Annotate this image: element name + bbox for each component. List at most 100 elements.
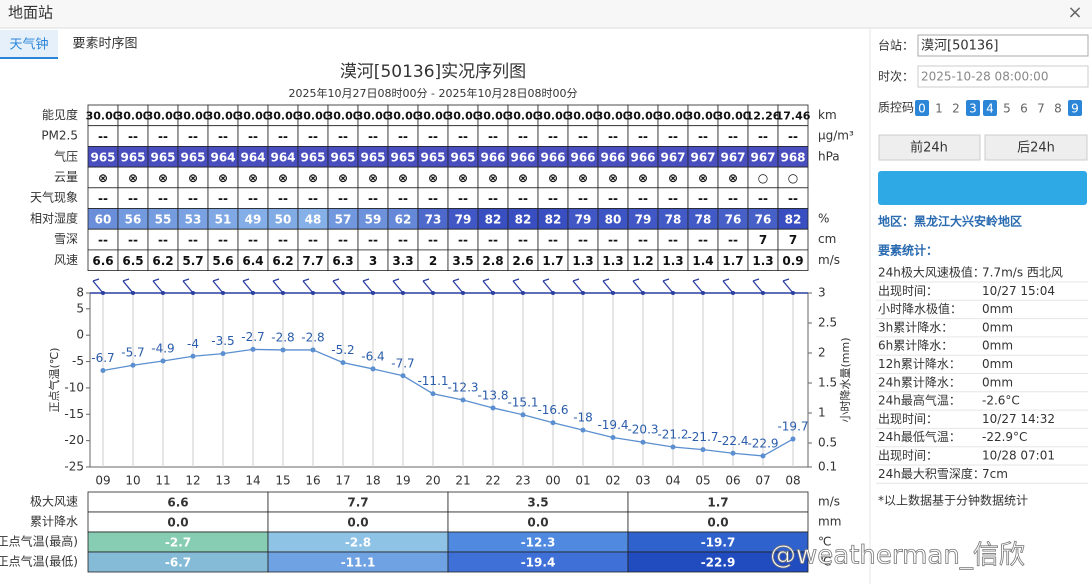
station-input[interactable] [917,34,1089,57]
cell-value: -- [608,233,618,247]
temperature-point [250,346,256,352]
wind-dot [341,291,345,295]
qc-code[interactable]: 6 [1020,102,1028,116]
y-tick-label: -20 [64,433,84,447]
cell-value: 60 [95,212,112,226]
time-value: 2025-10-28 08:00:00 [921,70,1048,84]
cell-value: -- [338,130,348,144]
qc-code[interactable]: 1 [935,102,943,116]
qc-code[interactable]: 3 [969,102,977,116]
row-unit: m/s [818,253,840,267]
wind-barb [662,278,674,294]
cell-value: -- [218,233,228,247]
cell-value: -- [488,233,498,247]
y2-tick-label: 1.5 [818,376,837,390]
cell-value: -- [158,233,168,247]
cell-value: 7.7 [302,254,323,268]
cell-value: 53 [185,212,202,226]
station-value: 漠河[50136] [921,39,999,54]
wind-barb [512,278,524,294]
x-tick-label: 10 [125,474,140,488]
cell-value: -- [128,130,138,144]
cell-value: 30.00 [146,109,181,122]
qc-code[interactable]: 4 [986,102,994,116]
qc-code[interactable]: 5 [1003,102,1011,116]
cell-value: 78 [695,212,712,226]
cell-value: 30.00 [386,109,421,122]
y-tick-label: -15 [64,407,84,421]
x-tick-label: 23 [515,474,530,488]
close-button[interactable]: × [1067,2,1082,23]
data-label: -6.4 [361,349,384,363]
cell-value: 6.5 [122,254,143,268]
temperature-point [490,405,496,411]
cell-value: -- [248,130,258,144]
temperature-point [190,353,196,359]
wind-dot [131,291,135,295]
wind-barb [572,278,584,294]
next-button[interactable] [984,134,1088,161]
qc-code[interactable]: 8 [1054,102,1062,116]
summary-value: -2.7 [165,536,191,550]
cell-value: -- [398,192,408,206]
x-tick-label: 15 [275,474,290,488]
cell-value: ⊗ [98,171,108,185]
cell-value: -- [638,233,648,247]
cell-value: -- [158,130,168,144]
temperature-point [670,444,676,450]
x-tick-label: 21 [455,474,470,488]
cell-value: 966 [540,150,565,164]
wind-dot [731,291,735,295]
cell-value: 965 [150,150,175,164]
tab[interactable]: 天气钟 [9,37,48,53]
wind-dot [251,291,255,295]
wind-dot [611,291,615,295]
cell-value: 49 [245,212,262,226]
stat-label: 出现时间： [878,284,938,298]
qc-code[interactable]: 7 [1037,102,1045,116]
qc-code[interactable]: 0 [918,102,926,116]
summary-label: 正点气温(最高) [0,534,78,549]
cell-value: -- [548,192,558,206]
qc-code[interactable]: 2 [952,102,960,116]
cell-value: 79 [635,212,652,226]
data-label: -22.4 [717,434,748,448]
wind-dot [371,291,375,295]
cell-value: 6.3 [332,254,353,268]
tab[interactable]: 要素时序图 [72,37,137,52]
cell-value: -- [638,130,648,144]
stat-label: 出现时间： [878,412,938,426]
time-input[interactable] [917,65,1089,88]
stat-value: 7.7m/s 西北风 [982,266,1063,280]
prev-button[interactable] [878,134,981,161]
cell-value: -- [488,192,498,206]
data-label: -19.4 [597,418,628,432]
wind-barb [782,278,794,294]
cell-value: 79 [455,212,472,226]
cell-value: 48 [305,212,322,226]
cell-value: 30.00 [716,109,751,122]
x-tick-label: 17 [335,474,350,488]
wind-barb [122,278,134,294]
cell-value: -- [188,192,198,206]
stat-value: -22.9°C [982,430,1027,444]
query-button[interactable] [878,171,1087,205]
y2-tick-label: 0.5 [818,436,837,450]
qc-code-bg [1068,100,1082,116]
temperature-line [102,348,794,457]
cell-value: 12.26 [746,109,781,122]
qc-code[interactable]: 9 [1071,102,1079,116]
data-label: -3.5 [211,334,234,348]
temperature-point [430,391,436,397]
cell-value: ○ [758,171,768,185]
wind-dot [641,291,645,295]
data-label: -21.7 [687,430,718,444]
x-tick-label: 13 [215,474,230,488]
cell-value: ⊗ [278,171,288,185]
cell-value: 966 [510,150,535,164]
summary-value: 0.0 [527,516,548,530]
temperature-point [370,366,376,372]
cell-value: -- [278,192,288,206]
cell-value: 967 [690,150,715,164]
